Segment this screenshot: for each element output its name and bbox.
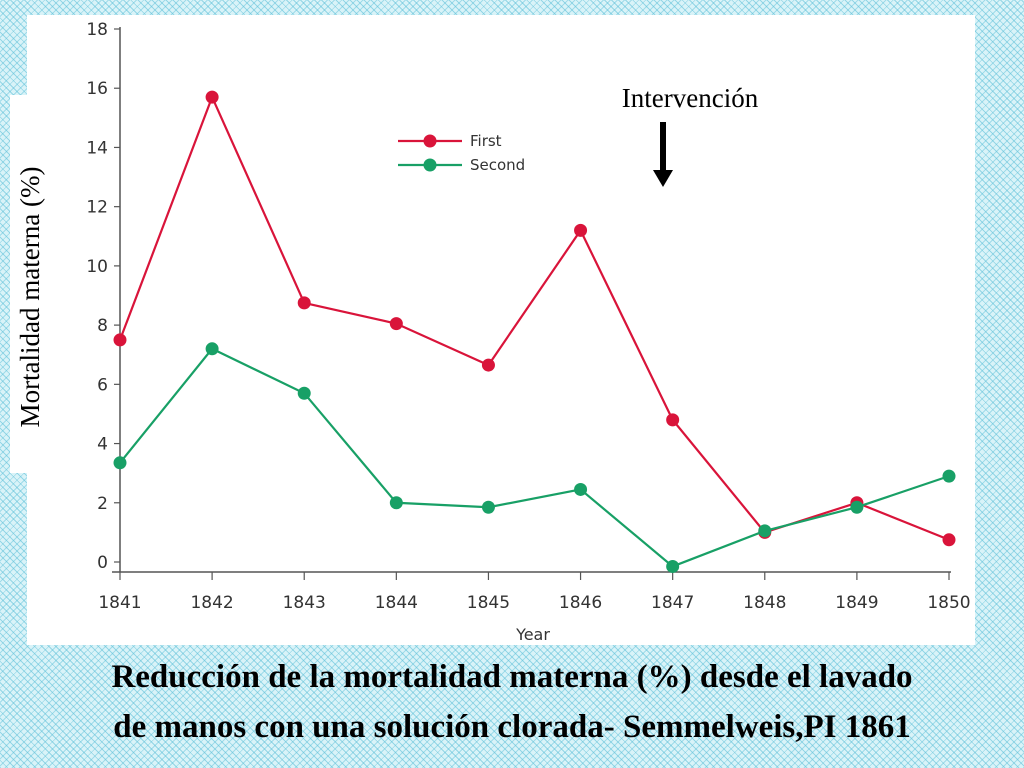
- series-2-point: [205, 342, 219, 356]
- chart-panel: [27, 15, 975, 645]
- series-2-point: [758, 524, 772, 538]
- arrow-shaft: [660, 122, 666, 172]
- series-1-point: [205, 90, 219, 104]
- x-tick-label: 1846: [559, 593, 602, 613]
- y-tick-label: 14: [86, 138, 108, 158]
- axes: 0 2 4 6 8 10 12 14 16 18 1841 1842 1843 1844 1845 1846 1…: [86, 20, 970, 644]
- series-2-point: [574, 482, 588, 496]
- series-2-point: [481, 500, 495, 514]
- series-2-point: [113, 456, 127, 470]
- legend: First Second: [398, 132, 525, 174]
- x-tick-label: 1841: [98, 593, 141, 613]
- x-tick-label: 1843: [283, 593, 326, 613]
- series-2-point: [942, 469, 956, 483]
- x-axis-title: Year: [515, 625, 550, 644]
- y-tick-label: 12: [86, 198, 108, 218]
- legend-marker-1: [423, 134, 437, 148]
- series-line-1: [118, 94, 950, 541]
- y-tick-label: 18: [86, 20, 108, 40]
- y-axis-label-background: [10, 95, 48, 473]
- legend-label-2: Second: [470, 156, 525, 174]
- x-tick-label: 1842: [190, 593, 233, 613]
- x-tick-label: 1850: [927, 593, 970, 613]
- y-axis-title: Mortalidad materna (%): [15, 167, 45, 428]
- intervention-label: Intervención: [622, 83, 759, 113]
- caption-line-1: Reducción de la mortalidad materna (%) d…: [111, 659, 913, 695]
- x-tick-label: 1845: [467, 593, 510, 613]
- series-2-point: [666, 559, 680, 573]
- series-layer: [113, 90, 956, 573]
- y-tick-label: 4: [97, 435, 108, 455]
- arrow-head: [653, 170, 673, 187]
- series-1-point: [574, 223, 588, 237]
- series-2-point: [297, 386, 311, 400]
- x-tick-label: 1847: [651, 593, 694, 613]
- y-tick-label: 10: [86, 257, 108, 277]
- y-tick-label: 2: [97, 494, 108, 514]
- series-1-point: [666, 413, 680, 427]
- x-tick-label: 1848: [743, 593, 786, 613]
- series-2-point: [850, 500, 864, 514]
- figure-caption: Reducción de la mortalidad materna (%) d…: [10, 652, 1014, 752]
- y-tick-label: 16: [86, 79, 108, 99]
- series-1-point: [389, 317, 403, 331]
- series-1-point: [481, 358, 495, 372]
- series-2-point: [389, 496, 403, 510]
- intervention-arrow-icon: [653, 122, 673, 187]
- x-tick-label: 1844: [375, 593, 418, 613]
- y-tick-label: 6: [97, 375, 108, 395]
- series-1-point: [113, 333, 127, 347]
- series-1-point: [297, 296, 311, 310]
- x-tick-label: 1849: [835, 593, 878, 613]
- y-tick-label: 0: [97, 553, 108, 573]
- series-1-point: [942, 533, 956, 547]
- y-tick-label: 8: [97, 316, 108, 336]
- series-line-2: [119, 347, 950, 568]
- caption-line-2: de manos con una solución clorada- Semme…: [113, 709, 911, 745]
- legend-marker-2: [423, 158, 437, 172]
- legend-label-1: First: [470, 132, 502, 150]
